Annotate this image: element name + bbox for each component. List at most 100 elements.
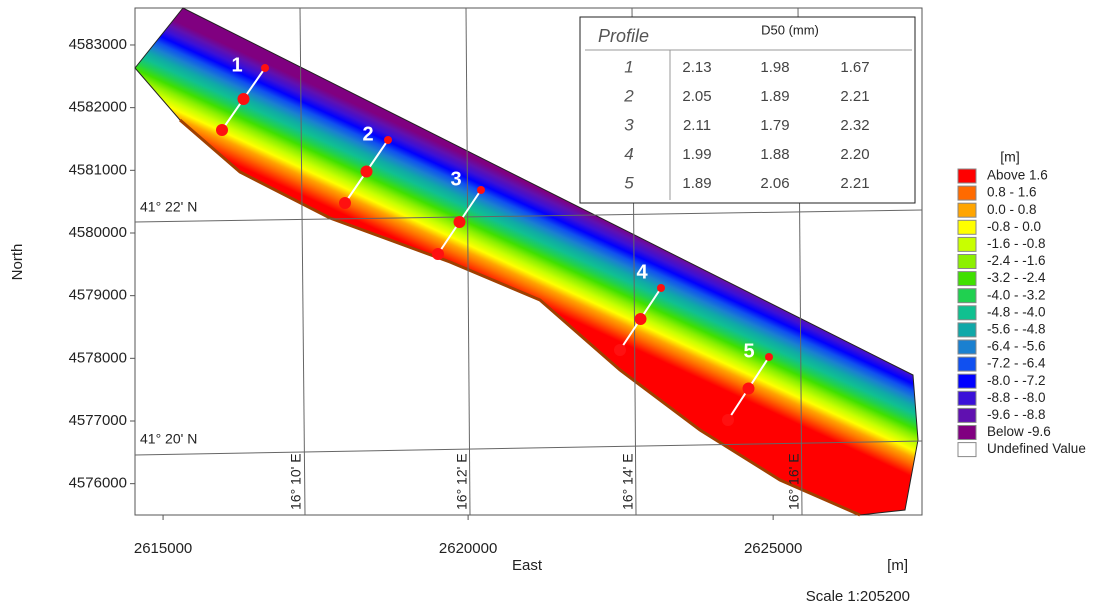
profile-point <box>614 344 626 356</box>
table-box <box>579 16 916 204</box>
y-tick-label: 4581000 <box>69 161 127 178</box>
coastline <box>179 118 861 517</box>
profile-point <box>657 284 665 292</box>
profile-point <box>339 197 351 209</box>
lon-label: 16° 16' E <box>786 453 802 510</box>
profile-point <box>384 136 392 144</box>
profile-label: 3 <box>450 168 461 190</box>
legend-label: -0.8 - 0.0 <box>987 219 1041 234</box>
profile-point <box>432 248 444 260</box>
legend-label: 0.0 - 0.8 <box>987 202 1037 217</box>
table-cell: 2.13 <box>682 59 711 76</box>
legend-swatch <box>957 390 977 406</box>
legend-label: 0.8 - 1.6 <box>987 185 1037 200</box>
lat-label: 41° 20' N <box>140 431 197 447</box>
legend-swatch <box>957 305 977 321</box>
table-cell: 1.89 <box>760 88 789 105</box>
legend-swatch <box>957 356 977 372</box>
table-row-label: 2 <box>623 86 634 105</box>
profile-label: 2 <box>362 123 373 145</box>
legend-swatch <box>957 425 977 440</box>
table-cell: 2.20 <box>840 146 869 163</box>
legend-label: -6.4 - -5.6 <box>987 339 1046 354</box>
y-tick-label: 4577000 <box>69 412 127 429</box>
x-tick-label: 2615000 <box>134 540 192 557</box>
table-cell: 1.67 <box>840 59 869 76</box>
legend-label: -4.8 - -4.0 <box>987 304 1046 319</box>
y-tick-label: 4582000 <box>69 99 127 116</box>
legend-label: Above 1.6 <box>987 168 1048 183</box>
table-cell: 2.06 <box>760 175 789 192</box>
legend-swatch <box>957 407 977 423</box>
legend-label: Below -9.6 <box>987 424 1051 439</box>
x-unit: [m] <box>887 557 908 574</box>
profile-point <box>742 382 755 395</box>
legend-label: -4.0 - -3.2 <box>987 287 1046 302</box>
profile-point <box>237 93 250 105</box>
table-cell: 2.32 <box>840 117 869 134</box>
legend-label: -8.0 - -7.2 <box>987 373 1046 388</box>
table-cell: 1.98 <box>760 59 789 76</box>
legend-swatch <box>957 168 977 184</box>
lon-label: 16° 14' E <box>620 453 636 510</box>
legend-swatch <box>957 442 977 458</box>
table-cell: 1.99 <box>682 146 711 163</box>
y-tick-label: 4578000 <box>69 349 127 366</box>
profile-point <box>360 165 373 178</box>
profiles: 1 2 3 4 5 <box>216 54 773 426</box>
table-body: 1 2.13 1.98 1.67 2 2.05 1.89 2.21 3 2.11 1.79 2.32 4… <box>623 57 869 192</box>
table-row-label: 1 <box>624 57 633 76</box>
x-axis-label: East <box>512 557 543 574</box>
table-row-label: 4 <box>624 144 633 163</box>
legend-label: -5.6 - -4.8 <box>987 321 1046 336</box>
profile-label: 1 <box>231 54 242 76</box>
scale-label: Scale 1:205200 <box>806 588 910 605</box>
legend-label: -2.4 - -1.6 <box>987 253 1046 268</box>
table-cell: 1.88 <box>760 146 789 163</box>
table-row-label: 5 <box>624 173 634 192</box>
lat-label: 41° 22' N <box>140 199 197 215</box>
profile-point <box>453 216 466 228</box>
y-tick-label: 4579000 <box>69 287 127 304</box>
table-header: Profile <box>598 26 649 46</box>
legend-swatch <box>957 288 977 304</box>
table-header: D50 (mm) <box>761 22 819 37</box>
profile-label: 5 <box>743 340 754 362</box>
profile-point <box>765 353 773 361</box>
y-tick-label: 4580000 <box>69 224 127 241</box>
legend-title: [m] <box>1000 149 1019 165</box>
legend-label: Undefined Value <box>987 441 1086 456</box>
profile-label: 4 <box>636 261 648 283</box>
legend-swatch <box>957 236 977 252</box>
lon-label: 16° 12' E <box>454 453 470 510</box>
legend-swatch <box>957 185 977 201</box>
legend-label: -7.2 - -6.4 <box>987 356 1046 371</box>
table-row-label: 3 <box>624 115 634 134</box>
legend-swatch <box>957 202 977 218</box>
legend-swatch <box>957 339 977 355</box>
y-tick-label: 4576000 <box>69 475 127 492</box>
legend-swatch <box>957 254 977 269</box>
legend-label: -8.8 - -8.0 <box>987 390 1046 405</box>
y-tick-label: 4583000 <box>69 36 127 53</box>
lon-label: 16° 10' E <box>288 453 304 510</box>
table-cell: 2.21 <box>840 175 869 192</box>
legend-swatch <box>957 271 977 287</box>
profile-point <box>477 186 485 194</box>
legend-label: -9.6 - -8.8 <box>987 407 1046 422</box>
profile-point <box>722 414 734 426</box>
table-cell: 1.79 <box>760 117 789 134</box>
x-tick-label: 2625000 <box>744 540 802 557</box>
legend-label: -1.6 - -0.8 <box>987 236 1046 251</box>
profile-point <box>634 313 647 325</box>
legend-swatch <box>957 219 977 235</box>
profile-point <box>216 124 228 136</box>
table-cell: 2.21 <box>840 88 869 105</box>
legend-swatch <box>957 322 977 338</box>
table-cell: 1.89 <box>682 175 711 192</box>
legend-swatch <box>957 373 977 389</box>
profile-point <box>261 64 269 72</box>
x-tick-label: 2620000 <box>439 540 497 557</box>
table-cell: 2.11 <box>683 117 711 134</box>
